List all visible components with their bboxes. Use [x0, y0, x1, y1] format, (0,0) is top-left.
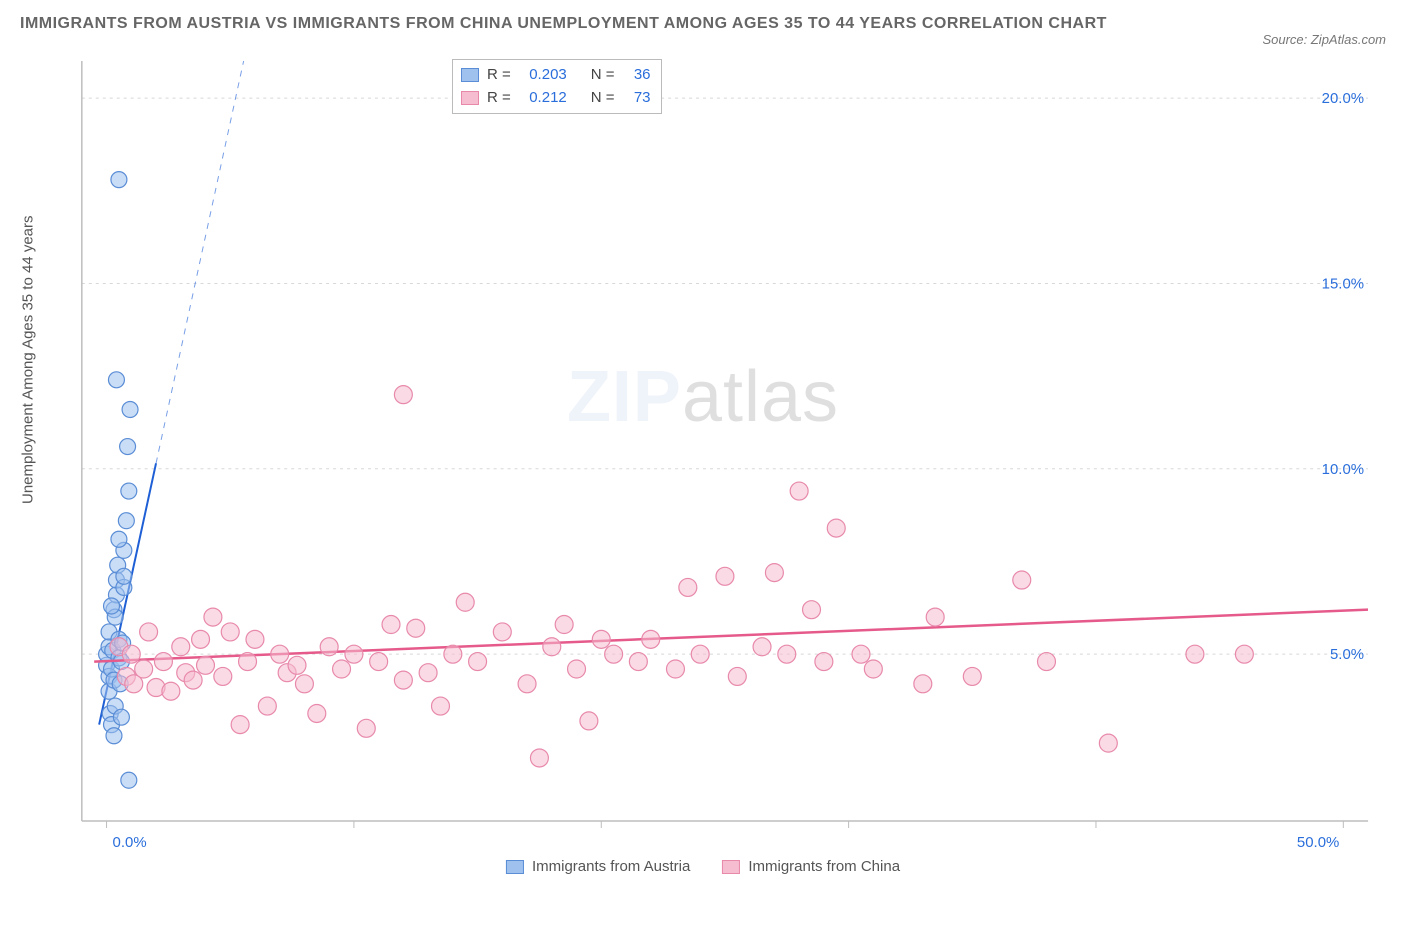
svg-text:50.0%: 50.0% — [1297, 834, 1339, 851]
bottom-legend: Immigrants from Austria Immigrants from C… — [506, 858, 900, 875]
legend-label: Immigrants from China — [748, 858, 900, 875]
svg-text:15.0%: 15.0% — [1322, 275, 1364, 292]
n-label: N = — [591, 87, 615, 110]
y-axis-label: Unemployment Among Ages 35 to 44 years — [20, 215, 37, 504]
r-label: R = — [487, 64, 511, 87]
r-value: 0.212 — [519, 87, 567, 110]
stats-box: R = 0.203 N = 36 R = 0.212 N = 73 — [452, 59, 662, 114]
scatter-chart: 5.0% 10.0% 15.0% 20.0% 0.0% 50.0% — [20, 53, 1386, 873]
legend-swatch — [722, 860, 740, 874]
legend-swatch — [461, 68, 479, 82]
legend-item: Immigrants from Austria — [506, 858, 690, 875]
legend-label: Immigrants from Austria — [532, 858, 690, 875]
n-value: 36 — [623, 64, 651, 87]
stats-row: R = 0.203 N = 36 — [461, 64, 651, 87]
chart-source: Source: ZipAtlas.com — [1262, 32, 1386, 47]
svg-text:0.0%: 0.0% — [113, 834, 147, 851]
r-value: 0.203 — [519, 64, 567, 87]
legend-item: Immigrants from China — [722, 858, 900, 875]
chart-title: IMMIGRANTS FROM AUSTRIA VS IMMIGRANTS FR… — [20, 12, 1107, 36]
legend-swatch — [461, 91, 479, 105]
legend-swatch — [506, 860, 524, 874]
chart-area: Unemployment Among Ages 35 to 44 years 5… — [20, 53, 1386, 873]
n-label: N = — [591, 64, 615, 87]
stats-row: R = 0.212 N = 73 — [461, 87, 651, 110]
n-value: 73 — [623, 87, 651, 110]
r-label: R = — [487, 87, 511, 110]
svg-text:10.0%: 10.0% — [1322, 461, 1364, 478]
svg-text:5.0%: 5.0% — [1330, 646, 1364, 663]
chart-header: IMMIGRANTS FROM AUSTRIA VS IMMIGRANTS FR… — [20, 12, 1386, 47]
svg-text:20.0%: 20.0% — [1322, 90, 1364, 107]
